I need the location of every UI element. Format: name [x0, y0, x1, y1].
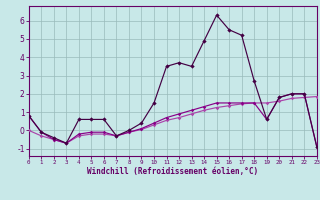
X-axis label: Windchill (Refroidissement éolien,°C): Windchill (Refroidissement éolien,°C) — [87, 167, 258, 176]
